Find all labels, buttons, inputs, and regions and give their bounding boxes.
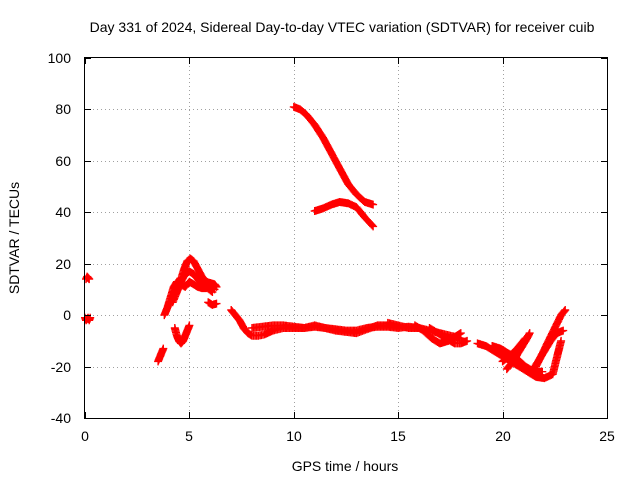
y-tick-label: 100 (48, 50, 72, 66)
data-point-markers (170, 321, 194, 348)
chart-title: Day 331 of 2024, Sidereal Day-to-day VTE… (90, 19, 595, 35)
y-tick-label: 20 (55, 256, 71, 272)
y-axis-label: SDTVAR / TECUs (6, 182, 22, 294)
plot-frame (84, 57, 608, 419)
data-point-markers (177, 254, 221, 291)
y-tick-labels: -40 -20 0 20 40 60 80 100 (48, 50, 72, 426)
series-track-21 (527, 326, 568, 376)
series-track-13 (425, 324, 472, 348)
y-tick-label: 0 (63, 307, 71, 323)
series-track-8 (204, 298, 221, 309)
data-point-markers (425, 324, 472, 348)
y-tick-label: -20 (51, 359, 71, 375)
data-point-markers (527, 326, 568, 376)
series-track-1 (82, 272, 94, 284)
x-tick-label: 5 (185, 428, 193, 444)
x-tick-label: 15 (390, 428, 406, 444)
data-point-markers (498, 334, 530, 366)
axis-ticks (85, 58, 608, 419)
series-track-10 (248, 321, 403, 338)
series-track-15 (310, 198, 378, 231)
x-tick-label: 20 (495, 428, 511, 444)
series-track-3 (154, 344, 168, 366)
data-point-markers (204, 298, 221, 309)
data-point-markers (310, 198, 378, 231)
data-point-markers (154, 344, 168, 366)
data-point-markers (289, 102, 378, 209)
y-tick-label: 40 (55, 204, 71, 220)
x-tick-label: 0 (81, 428, 89, 444)
series-track-19 (498, 334, 530, 366)
y-tick-label: -40 (51, 410, 71, 426)
x-tick-label: 25 (599, 428, 615, 444)
data-point-markers (82, 272, 94, 284)
series-track-6 (170, 321, 194, 348)
x-axis-label: GPS time / hours (292, 458, 399, 474)
series-track-7 (177, 254, 221, 291)
y-tick-label: 60 (55, 153, 71, 169)
data-points (81, 102, 570, 383)
x-tick-labels: 0 5 10 15 20 25 (81, 428, 615, 444)
grid (85, 58, 607, 418)
data-point-markers (248, 321, 403, 338)
y-tick-label: 80 (55, 101, 71, 117)
x-tick-label: 10 (286, 428, 302, 444)
series-track-14 (289, 102, 378, 209)
